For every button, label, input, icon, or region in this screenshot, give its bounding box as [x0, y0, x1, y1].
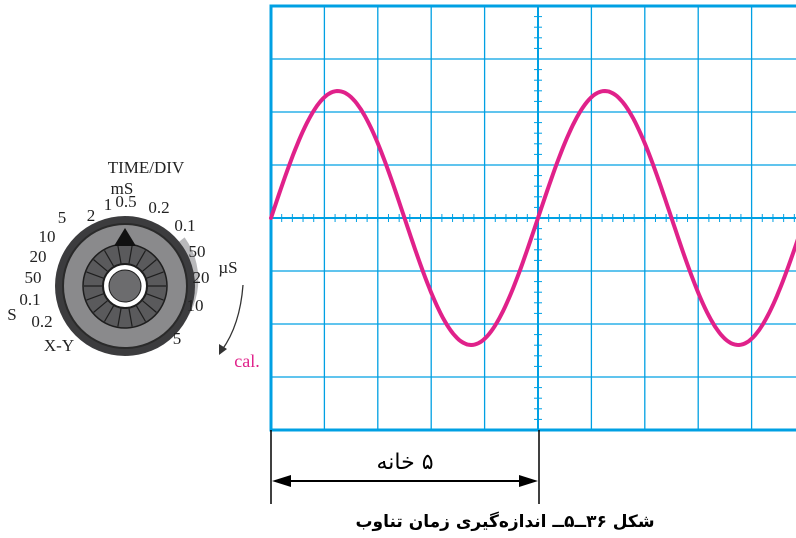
scale-label-ms-20: 20	[30, 247, 47, 266]
scale-label-ms-1: 1	[104, 195, 113, 214]
knob-ridges	[84, 245, 166, 327]
scale-label-s-0-2: 0.2	[31, 312, 52, 331]
scale-label-ms-50: 50	[25, 268, 42, 287]
cal-label: cal.	[234, 351, 259, 371]
knob-ridge	[93, 300, 108, 313]
xy-label: X-Y	[44, 336, 74, 355]
knob-ridge	[117, 308, 122, 327]
ms-label: mS	[111, 179, 134, 198]
knob-ridge	[135, 305, 147, 322]
center-axis-ticks	[270, 5, 795, 420]
knob-ridge	[142, 300, 157, 313]
knob-ridge	[142, 259, 157, 272]
measure-arrow-left-head	[272, 475, 291, 487]
knob-ridge	[128, 245, 133, 264]
scale-label-ms-0-5: 0.5	[115, 192, 136, 211]
scale-label-us-5: 5	[173, 329, 182, 348]
knob-ridge	[135, 250, 147, 267]
knob-labels: TIME/DIV mS 1 0.5 0.2 0.1 2 5 10 20 50 0…	[7, 158, 237, 355]
measure-label: ۵ خانه	[376, 450, 433, 475]
measure-arrow-right-head	[519, 475, 538, 487]
knob-ridge	[93, 259, 108, 272]
time-div-knob[interactable]	[55, 216, 199, 356]
scale-label-ms-0-1: 0.1	[174, 216, 195, 235]
knob-ridge	[86, 271, 104, 279]
scale-label-s-0-1: 0.1	[19, 290, 40, 309]
sine-waveform	[269, 88, 796, 348]
knob-ridge	[146, 271, 164, 279]
scale-label-us-50: 50	[189, 242, 206, 261]
cal-arrow-curve	[221, 284, 244, 351]
knob-ridge	[103, 305, 115, 322]
time-div-title: TIME/DIV	[108, 158, 185, 177]
knob-ridge	[128, 308, 133, 327]
scale-label-us-20: 20	[193, 268, 210, 287]
scale-label-us-10: 10	[187, 296, 204, 315]
period-measurement: ۵ خانه	[270, 430, 540, 504]
s-label: S	[7, 305, 16, 324]
knob-pointer-icon	[114, 228, 136, 246]
us-label: µS	[218, 258, 237, 277]
scale-label-ms-10: 10	[39, 227, 56, 246]
scale-label-ms-0-2: 0.2	[148, 198, 169, 217]
figure-caption: شکل ۳۶ــ۵ــ اندازه‌گیری زمان تناوب	[355, 511, 654, 532]
knob-ridge	[146, 293, 164, 301]
grid-lines	[271, 6, 796, 430]
scale-label-ms-2: 2	[87, 206, 96, 225]
knob-ridge	[117, 245, 122, 264]
scale-label-ms-5: 5	[58, 208, 67, 227]
oscilloscope-screen	[269, 4, 796, 432]
cal-arrow-icon	[219, 344, 227, 355]
knob-ridge	[86, 293, 104, 301]
knob-center-cap	[108, 269, 142, 303]
knob-ridge	[103, 250, 115, 267]
